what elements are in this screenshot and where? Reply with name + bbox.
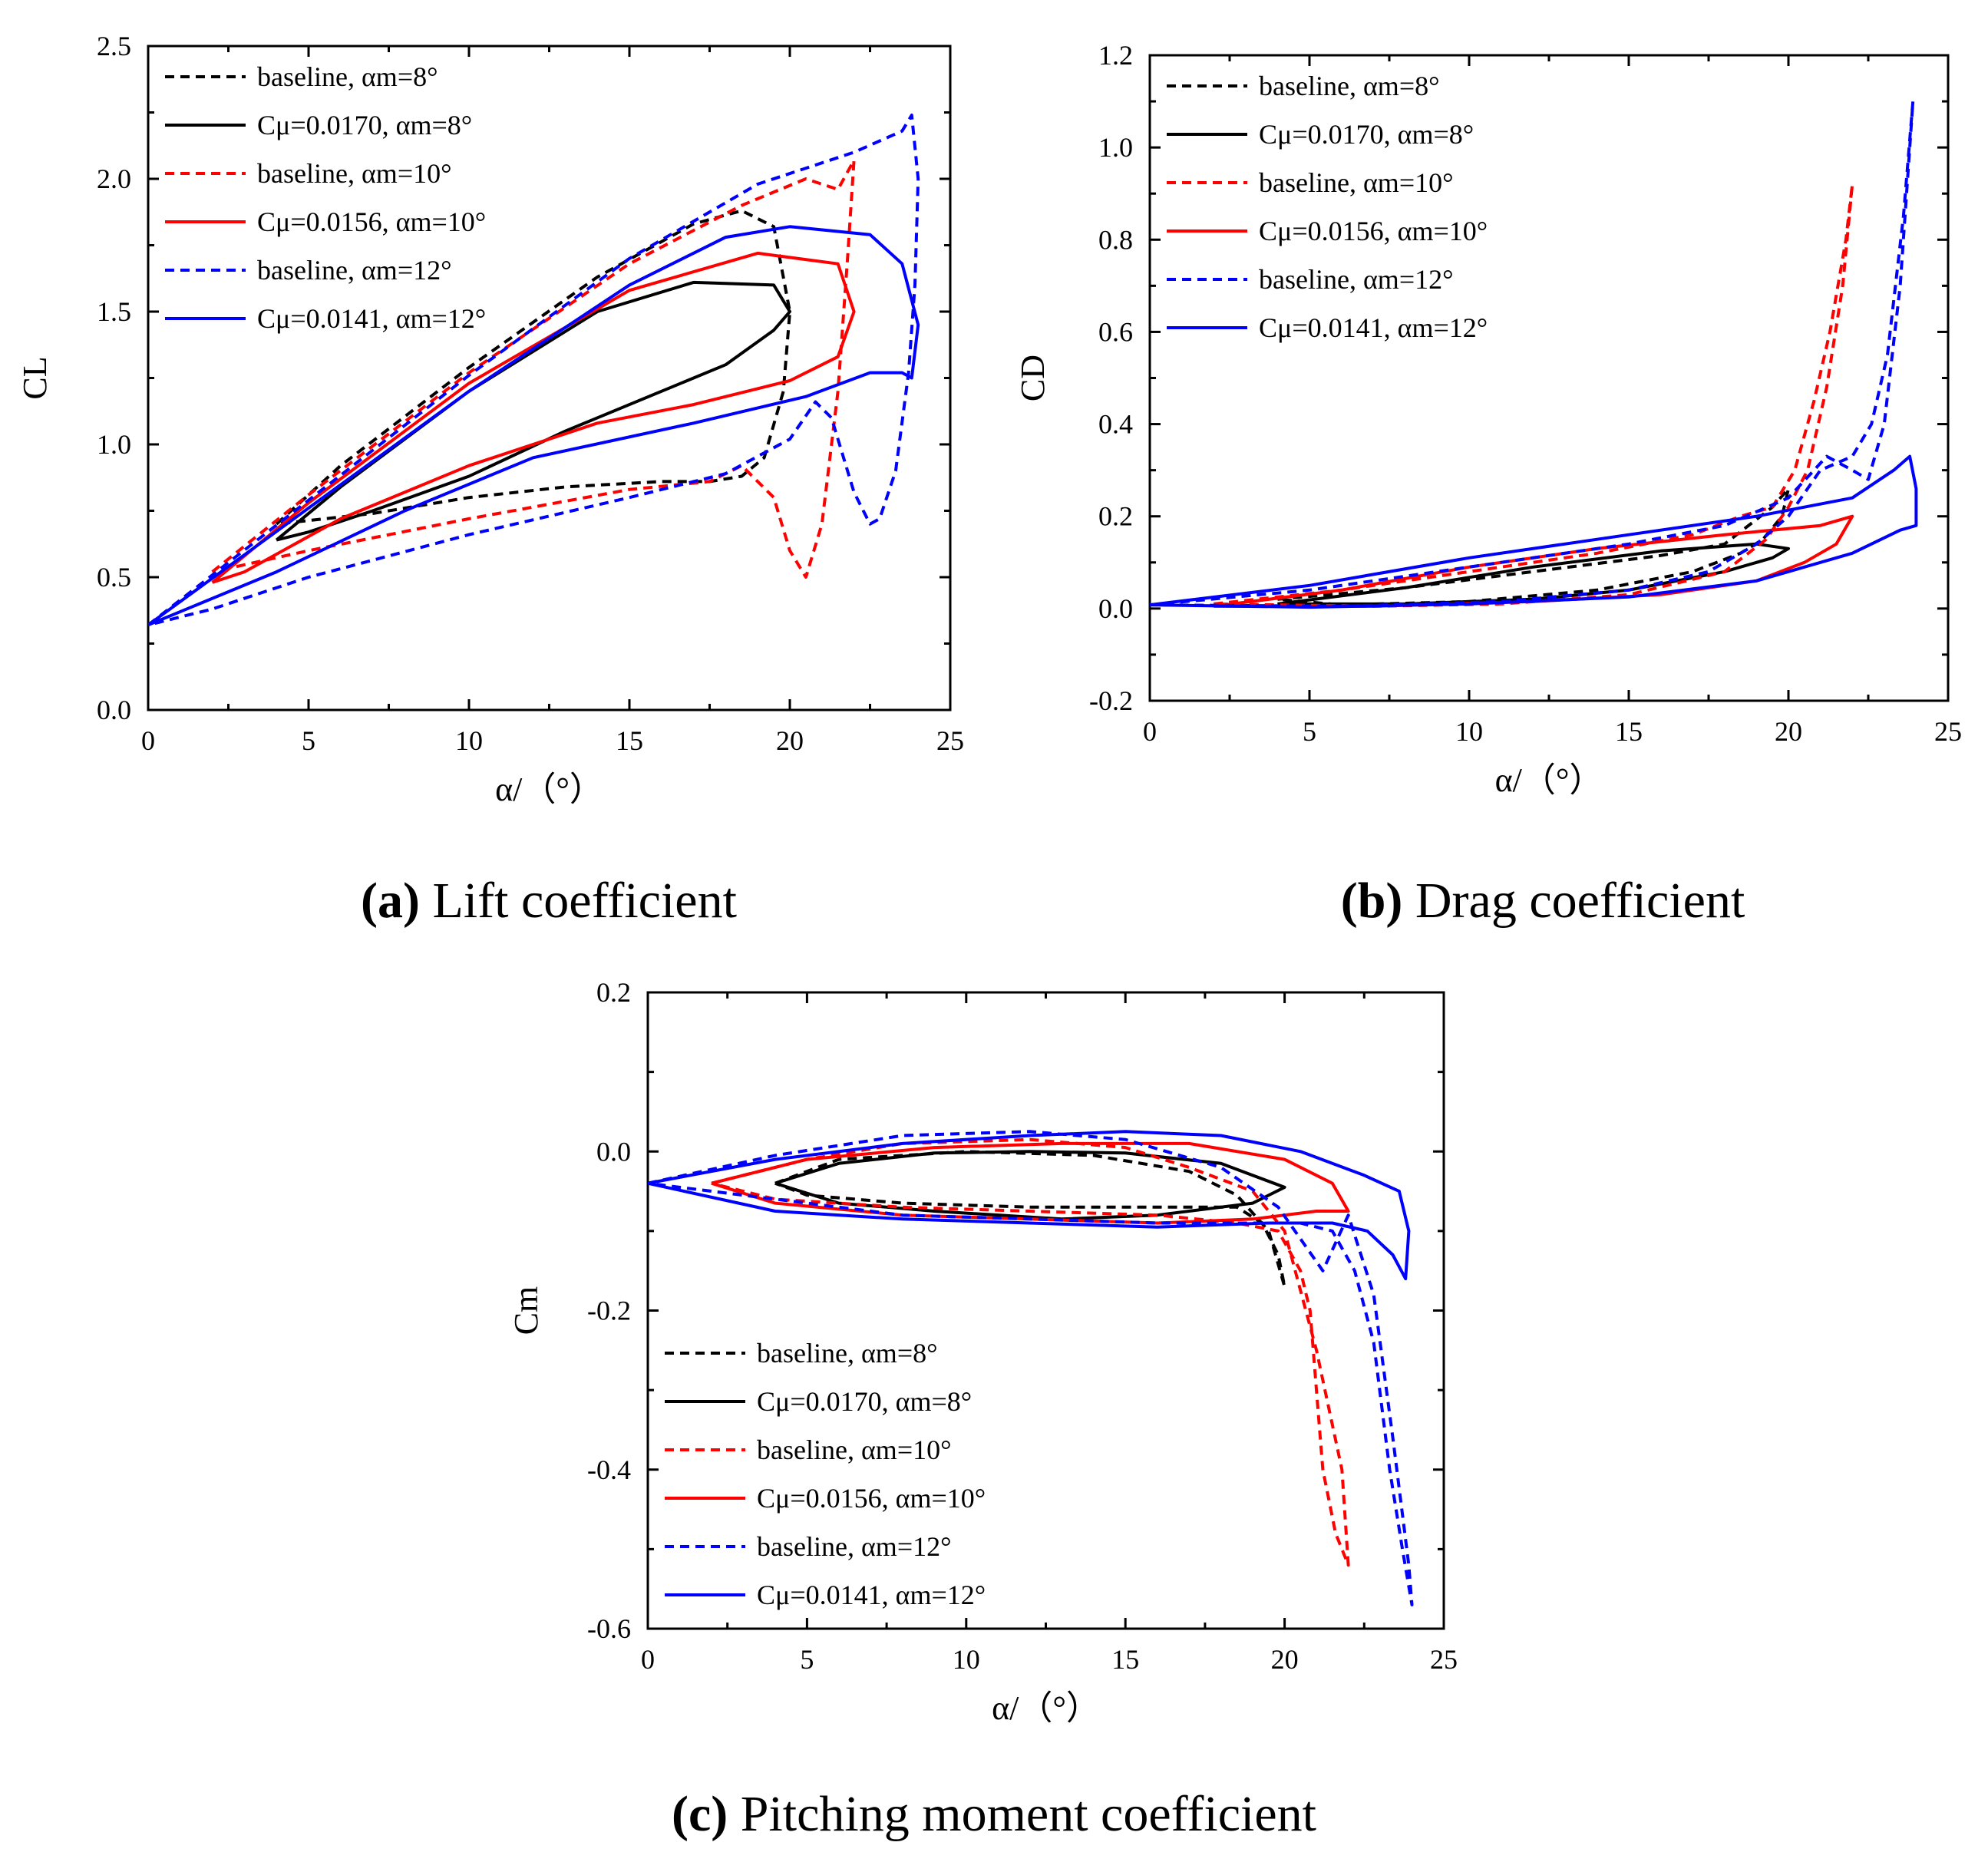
x-tick-label: 25	[936, 725, 964, 756]
legend-label-3: Cμ=0.0156, αm=10°	[757, 1483, 986, 1514]
y-tick-label: -0.2	[587, 1296, 631, 1326]
y-axis-label: Cm	[507, 1286, 545, 1335]
series-line-4	[1150, 100, 1915, 608]
y-tick-label: 0.0	[596, 1136, 631, 1167]
legend-label-5: Cμ=0.0141, αm=12°	[757, 1580, 986, 1610]
y-tick-label: 1.2	[1098, 40, 1133, 71]
y-tick-label: 0.4	[1098, 409, 1133, 440]
y-tick-label: 0.0	[97, 695, 131, 725]
legend-label-4: baseline, αm=12°	[257, 255, 452, 286]
legend-label-2: baseline, αm=10°	[1259, 167, 1454, 198]
series-line-5	[1150, 454, 1918, 609]
series-line-2	[211, 158, 856, 579]
chart-1: 0 5 10 15 20 25 -0.2 0.0 0.2 0.4 0.6 0.8 1.0 1.2 α/（°）…	[1014, 40, 1962, 929]
legend-label-2: baseline, αm=10°	[257, 158, 452, 189]
chart-caption: (b) Drag coefficient	[1341, 873, 1745, 929]
y-tick-label: -0.6	[587, 1613, 631, 1644]
y-axis-label: CD	[1014, 355, 1052, 401]
x-tick-label: 10	[953, 1644, 980, 1675]
legend: baseline, αm=8° Cμ=0.0170, αm=8° baseline,…	[1167, 71, 1488, 343]
legend: baseline, αm=8° Cμ=0.0170, αm=8° baseline,…	[165, 61, 486, 334]
caption-letter: (b)	[1341, 873, 1403, 929]
legend-label-3: Cμ=0.0156, αm=10°	[1259, 216, 1488, 246]
series-line-0	[275, 209, 791, 526]
y-tick-label: 0.2	[596, 977, 631, 1008]
caption-text: Drag coefficient	[1402, 873, 1745, 929]
x-tick-label: 0	[641, 1644, 655, 1675]
caption-text: Lift coefficient	[420, 873, 737, 929]
legend-label-0: baseline, αm=8°	[757, 1338, 938, 1368]
legend-label-2: baseline, αm=10°	[757, 1434, 952, 1465]
caption-text: Pitching moment coefficient	[728, 1786, 1316, 1842]
series-line-1	[774, 1150, 1286, 1221]
x-axis-label: α/（°）	[992, 1689, 1100, 1727]
x-tick-label: 5	[302, 725, 315, 756]
y-tick-label: 0.6	[1098, 316, 1133, 347]
legend-label-1: Cμ=0.0170, αm=8°	[1259, 119, 1474, 150]
y-tick-label: 1.0	[97, 429, 131, 460]
x-tick-label: 15	[1111, 1644, 1139, 1675]
series-line-4	[648, 1130, 1414, 1606]
x-tick-label: 25	[1430, 1644, 1458, 1675]
chart-2: 0 5 10 15 20 25 -0.6 -0.4 -0.2 0.0 0.2 α/（°） Cm basel…	[507, 977, 1458, 1842]
legend-label-4: baseline, αm=12°	[757, 1531, 952, 1562]
legend-label-0: baseline, αm=8°	[1259, 71, 1440, 101]
legend-label-5: Cμ=0.0141, αm=12°	[257, 303, 486, 334]
legend-label-1: Cμ=0.0170, αm=8°	[757, 1386, 972, 1417]
series-line-3	[711, 1141, 1350, 1225]
legend-label-4: baseline, αm=12°	[1259, 264, 1454, 295]
y-tick-label: 2.5	[97, 31, 131, 61]
x-tick-label: 10	[455, 725, 483, 756]
series-line-4	[148, 114, 920, 627]
chart-caption: (a) Lift coefficient	[361, 873, 737, 929]
x-tick-label: 20	[1271, 1644, 1299, 1675]
x-axis-label: α/（°）	[495, 771, 603, 808]
x-axis-label: α/（°）	[1495, 761, 1603, 799]
series-group	[148, 114, 920, 627]
y-tick-label: 0.2	[1098, 501, 1133, 532]
series-line-5	[148, 225, 920, 627]
y-tick-label: -0.2	[1089, 685, 1133, 716]
x-tick-label: 20	[1775, 716, 1802, 747]
caption-letter: (c)	[672, 1786, 728, 1842]
y-tick-label: 0.5	[97, 562, 131, 593]
x-tick-label: 5	[1303, 716, 1316, 747]
y-tick-label: 2.0	[97, 163, 131, 194]
x-tick-label: 10	[1455, 716, 1483, 747]
plot-frame	[147, 45, 952, 711]
caption-letter: (a)	[361, 873, 420, 929]
legend-label-0: baseline, αm=8°	[257, 61, 438, 92]
series-line-1	[1277, 542, 1790, 606]
y-tick-label: 1.0	[1098, 132, 1133, 163]
x-tick-label: 15	[1615, 716, 1643, 747]
y-tick-label: -0.4	[587, 1454, 631, 1485]
y-tick-label: 1.5	[97, 296, 131, 327]
series-group	[1150, 100, 1918, 609]
x-tick-label: 0	[141, 725, 155, 756]
y-tick-label: 0.8	[1098, 224, 1133, 255]
x-tick-label: 5	[800, 1644, 814, 1675]
y-axis-label: CL	[16, 356, 54, 399]
legend-label-1: Cμ=0.0170, αm=8°	[257, 110, 472, 140]
chart-caption: (c) Pitching moment coefficient	[672, 1786, 1316, 1842]
series-line-3	[211, 251, 856, 584]
series-line-5	[648, 1130, 1411, 1281]
legend-label-5: Cμ=0.0141, αm=12°	[1259, 312, 1488, 343]
x-tick-label: 0	[1143, 716, 1157, 747]
chart-0: 0 5 10 15 20 25 0.0 0.5 1.0 1.5 2.0 2.5 α/（°） CL basel…	[16, 31, 964, 929]
series-group	[648, 1130, 1414, 1606]
x-tick-label: 20	[776, 725, 804, 756]
y-tick-label: 0.0	[1098, 593, 1133, 624]
x-tick-label: 15	[616, 725, 643, 756]
legend: baseline, αm=8° Cμ=0.0170, αm=8° baseline,…	[665, 1338, 986, 1610]
legend-label-3: Cμ=0.0156, αm=10°	[257, 206, 486, 237]
series-line-0	[1277, 487, 1790, 607]
x-tick-label: 25	[1934, 716, 1962, 747]
